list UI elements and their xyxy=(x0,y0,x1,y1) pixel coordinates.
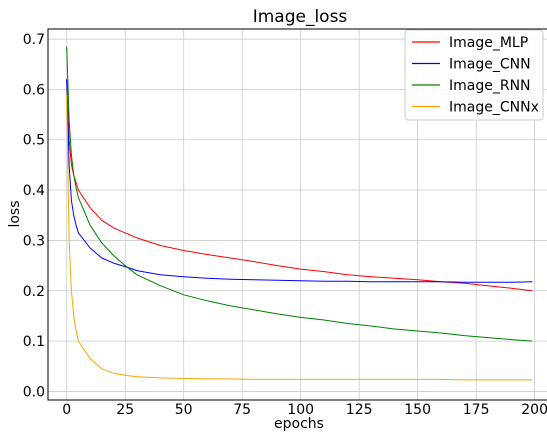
x-tick-label: 150 xyxy=(404,402,431,418)
legend-label: Image_CNNx xyxy=(449,100,539,116)
chart-title: Image_loss xyxy=(253,7,348,27)
plot-frame xyxy=(47,28,547,401)
x-axis-label: epochs xyxy=(274,416,324,432)
y-axis-label: loss xyxy=(7,200,23,227)
y-tick-label: 0.3 xyxy=(23,233,45,249)
y-axis-ticks: 0.0 0.1 0.2 0.3 0.4 0.5 0.6 0.7 xyxy=(23,32,45,400)
y-tick-label: 0.0 xyxy=(23,384,45,400)
y-tick-label: 0.7 xyxy=(23,32,45,48)
y-tick-label: 0.1 xyxy=(23,334,45,350)
legend: Image_MLP Image_CNN Image_RNN Image_CNNx xyxy=(404,29,544,121)
series-lines xyxy=(66,46,533,381)
x-tick-label: 100 xyxy=(287,402,314,418)
legend-label: Image_RNN xyxy=(449,78,531,94)
series-line-image-rnn xyxy=(66,46,533,342)
x-tick-label: 0 xyxy=(62,402,71,418)
series-line-image-mlp xyxy=(66,79,533,292)
legend-box xyxy=(404,29,544,121)
series-line-image-cnnx xyxy=(66,94,533,381)
x-axis-ticks: 0 25 50 75 100 125 150 175 200 xyxy=(62,402,547,418)
x-tick-label: 125 xyxy=(346,402,373,418)
x-tick-label: 50 xyxy=(175,402,193,418)
y-tick-label: 0.2 xyxy=(23,284,45,300)
grid xyxy=(48,29,547,400)
y-tick-label: 0.5 xyxy=(23,133,45,149)
x-tick-label: 75 xyxy=(233,402,251,418)
x-tick-label: 25 xyxy=(116,402,134,418)
y-tick-label: 0.4 xyxy=(23,183,45,199)
series-line-image-cnn xyxy=(66,79,533,283)
y-tick-label: 0.6 xyxy=(23,82,45,98)
x-tick-label: 175 xyxy=(463,402,490,418)
legend-label: Image_CNN xyxy=(449,57,531,73)
x-tick-label: 200 xyxy=(521,402,547,418)
legend-label: Image_MLP xyxy=(449,35,528,51)
